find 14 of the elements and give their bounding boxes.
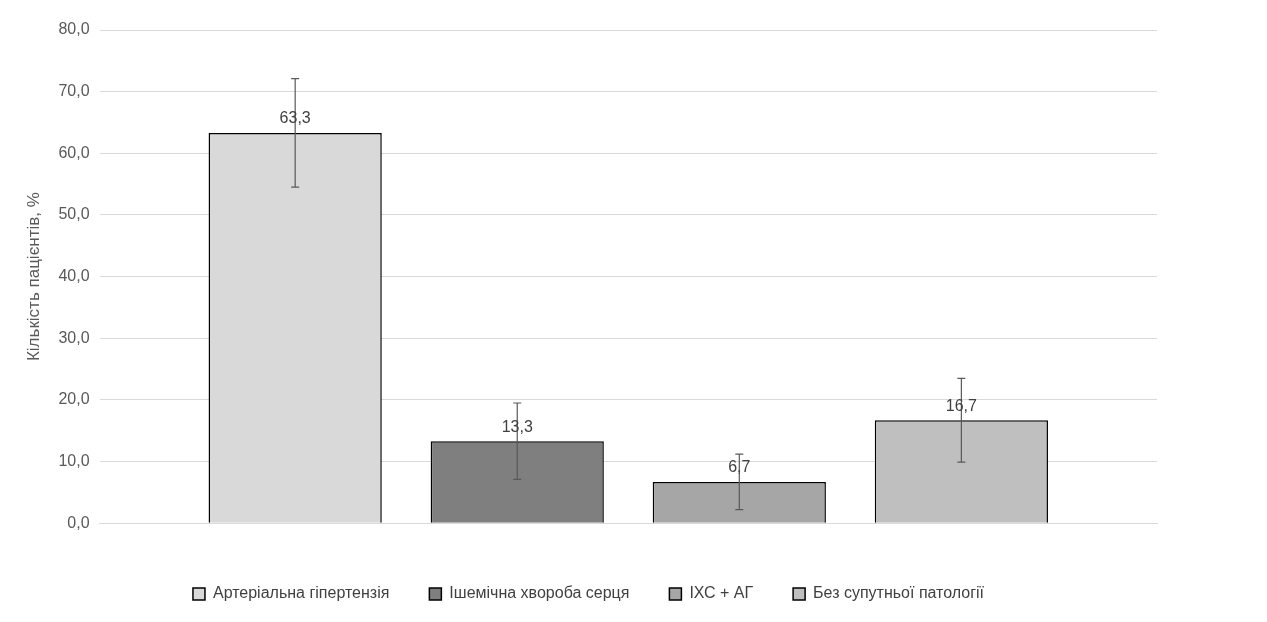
y-tick-label: 30,0 <box>58 328 90 346</box>
y-tick-label: 80,0 <box>58 20 90 38</box>
y-tick-label: 10,0 <box>58 451 90 469</box>
legend-label: Артеріальна гіпертензія <box>212 584 390 602</box>
y-tick-label: 40,0 <box>58 267 90 285</box>
y-tick-label: 0,0 <box>67 513 90 531</box>
y-tick-label: 50,0 <box>58 205 90 223</box>
legend-label: ІХС + АГ <box>689 584 754 602</box>
y-tick-label: 20,0 <box>58 390 90 408</box>
y-tick-label: 60,0 <box>58 143 90 161</box>
y-tick-label: 70,0 <box>58 82 90 100</box>
legend-label: Ішемічна хвороба серця <box>449 584 630 602</box>
y-axis-title: Кількість пацієнтів, % <box>23 192 43 362</box>
legend-label: Без супутньої патології <box>813 584 985 602</box>
